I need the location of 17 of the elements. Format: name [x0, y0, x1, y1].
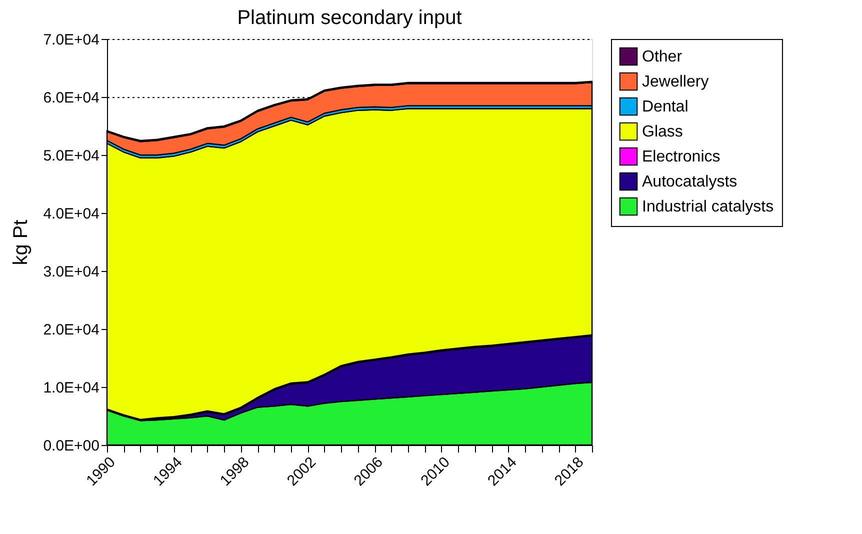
legend-label: Electronics — [642, 148, 720, 166]
legend-label: Jewellery — [642, 74, 709, 90]
legend-label: Other — [642, 48, 683, 66]
y-tick-label: 1.0E+04 — [43, 380, 100, 396]
legend-label: Autocatalysts — [642, 174, 738, 190]
y-tick-label: 2.0E+04 — [43, 322, 100, 338]
y-tick-label: 4.0E+04 — [43, 206, 100, 222]
y-tick-label: 0.0E+00 — [43, 438, 100, 454]
legend-label: Industrial catalysts — [642, 198, 774, 216]
y-tick-label: 3.0E+04 — [43, 264, 100, 280]
y-tick-label: 7.0E+04 — [43, 32, 100, 48]
y-axis-title: kg Pt — [10, 219, 32, 266]
legend-label: Glass — [642, 124, 683, 140]
chart-title: Platinum secondary input — [237, 7, 462, 29]
y-tick-label: 5.0E+04 — [43, 148, 100, 164]
y-tick-label: 6.0E+04 — [43, 90, 100, 106]
legend-label: Dental — [642, 98, 688, 116]
